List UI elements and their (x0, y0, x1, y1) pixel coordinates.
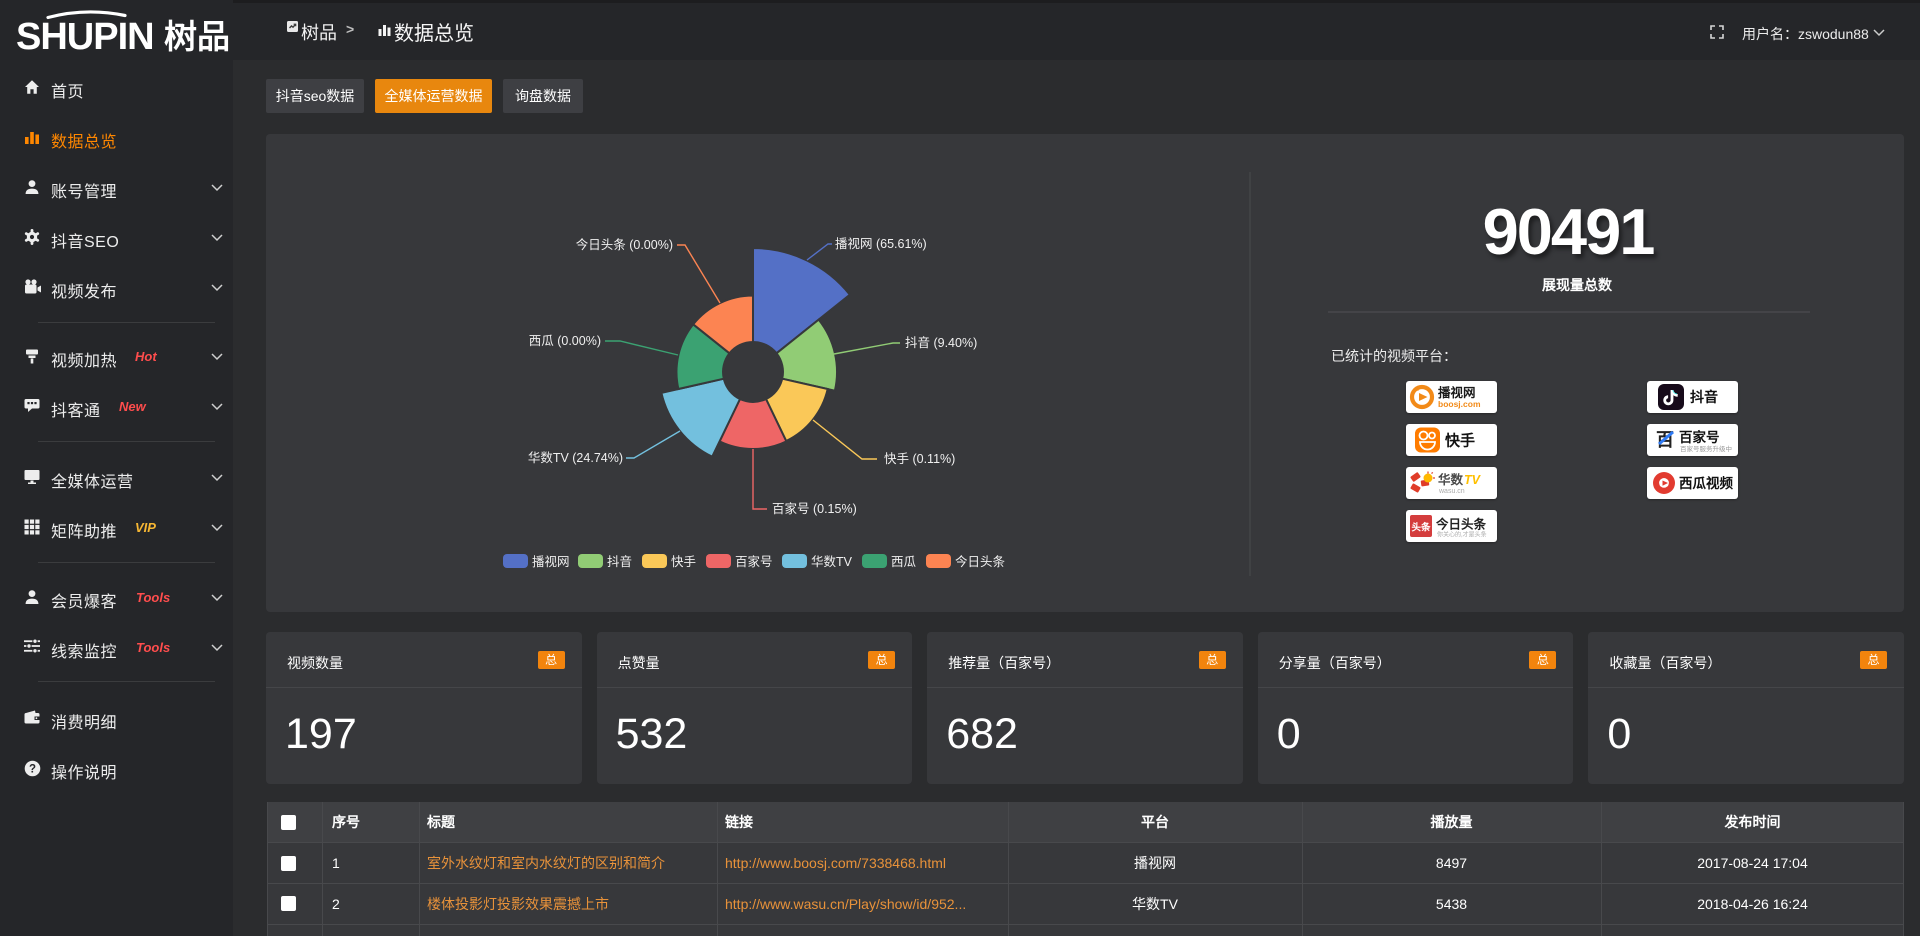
svg-text:百家号服务升级中: 百家号服务升级中 (1680, 444, 1732, 453)
svg-text:今日头条: 今日头条 (1435, 517, 1487, 532)
svg-text:华数TV (24.74%): 华数TV (24.74%) (528, 450, 623, 465)
svg-text:SHUPIN: SHUPIN (16, 16, 154, 54)
svg-text:快手: 快手 (1445, 432, 1475, 450)
svg-text:你关心的,才是头条: 你关心的,才是头条 (1437, 531, 1487, 539)
svg-text:播视网: 播视网 (1438, 385, 1476, 400)
svg-text:抖音: 抖音 (1690, 389, 1718, 405)
svg-text:华数TV: 华数TV (811, 554, 853, 569)
svg-text:百家号: 百家号 (1679, 429, 1720, 445)
svg-text:西瓜: 西瓜 (891, 555, 917, 569)
svg-text:快手 (0.11%): 快手 (0.11%) (884, 452, 955, 466)
svg-text:今日头条: 今日头条 (955, 554, 1006, 569)
svg-text:西瓜 (0.00%): 西瓜 (0.00%) (529, 334, 601, 348)
svg-text:百家号: 百家号 (735, 554, 773, 569)
svg-text:树品: 树品 (164, 18, 230, 54)
svg-text:?: ? (29, 764, 36, 776)
svg-text:西瓜视频: 西瓜视频 (1679, 475, 1733, 491)
svg-text:wasu.cn: wasu.cn (1438, 488, 1465, 495)
svg-text:头条: 头条 (1411, 522, 1431, 534)
svg-text:TV: TV (1464, 473, 1482, 487)
svg-text:今日头条 (0.00%): 今日头条 (0.00%) (576, 237, 673, 252)
svg-text:播视网: 播视网 (532, 554, 570, 569)
svg-text:播视网 (65.61%): 播视网 (65.61%) (835, 236, 927, 251)
svg-text:百家号 (0.15%): 百家号 (0.15%) (772, 501, 857, 516)
svg-text:华数: 华数 (1438, 472, 1464, 487)
svg-text:快手: 快手 (671, 555, 696, 569)
svg-text:抖音: 抖音 (607, 554, 632, 569)
svg-text:boosj.com: boosj.com (1438, 399, 1481, 409)
svg-text:抖音 (9.40%): 抖音 (9.40%) (905, 335, 977, 350)
